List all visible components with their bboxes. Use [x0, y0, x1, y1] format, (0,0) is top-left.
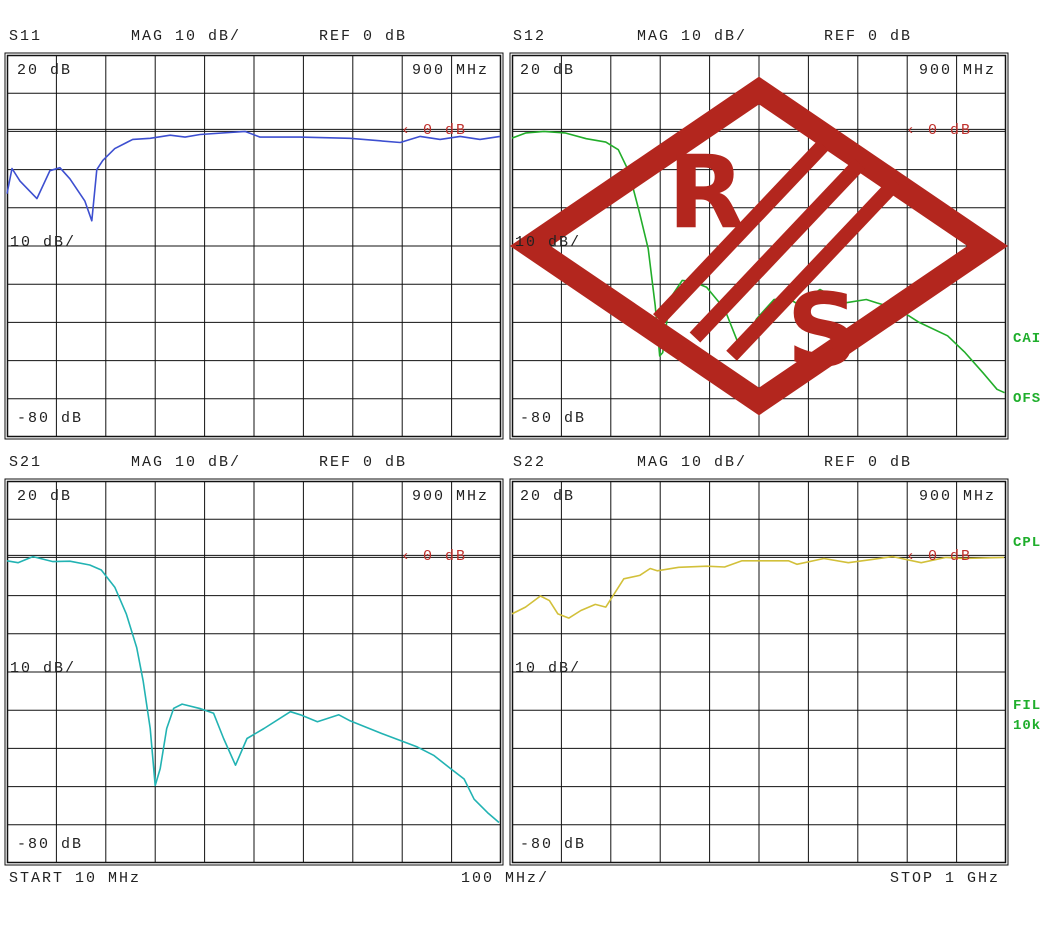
- top-scale-label: 20 dB: [17, 488, 73, 505]
- plot-panel-s11: 20 dB 900 MHz ‹ 0 dB 10 dB/ -80 dB: [4, 52, 504, 440]
- ref-marker: ‹ 0 dB: [401, 548, 468, 565]
- filter-status-label: FIL: [1013, 698, 1042, 714]
- plot-area-s22: [509, 478, 1009, 866]
- plot-border-inner: [4, 478, 504, 866]
- svg-text:S: S: [786, 272, 858, 389]
- filter-bandwidth-label: 10k: [1013, 718, 1042, 734]
- plot-border-outer: [6, 54, 502, 438]
- plot-area-s11: [4, 52, 504, 440]
- ref-label-s12: REF 0 dB: [824, 28, 913, 45]
- plot-panel-s22: 20 dB 900 MHz ‹ 0 dB 10 dB/ -80 dB: [509, 478, 1009, 866]
- plot-border-inner: [509, 478, 1009, 866]
- format-label-s11: MAG 10 dB/: [131, 28, 242, 45]
- trace-s11: [6, 130, 501, 222]
- start-frequency: START 10 MHz: [9, 870, 142, 887]
- ref-arrow-icon: ‹: [401, 122, 424, 139]
- param-label-s22: S22: [513, 454, 547, 471]
- ref-marker: ‹ 0 dB: [906, 548, 973, 565]
- plot-border-inner: [4, 52, 504, 440]
- top-scale-label: 20 dB: [520, 488, 576, 505]
- marker-frequency: 900 MHz: [411, 488, 489, 505]
- top-scale-label: 20 dB: [520, 62, 576, 79]
- top-scale-label: 20 dB: [17, 62, 73, 79]
- ref-marker: ‹ 0 dB: [906, 122, 973, 139]
- ref-arrow-icon: ‹: [906, 122, 929, 139]
- bottom-scale-label: -80 dB: [17, 410, 84, 427]
- stop-frequency: STOP 1 GHz: [890, 870, 1001, 887]
- scale-per-div-label: 10 dB/: [515, 234, 582, 251]
- trace-s21: [6, 555, 500, 824]
- plot-border-outer: [6, 480, 502, 864]
- plot-panel-s12: 20 dB 900 MHz R S ‹ 0 dB 10 dB/ -80 dB: [509, 52, 1009, 440]
- frequency-per-div: 100 MHz/: [461, 870, 550, 887]
- trace-s22: [511, 555, 1005, 619]
- ref-label-s11: REF 0 dB: [319, 28, 408, 45]
- plot-border-outer: [511, 480, 1007, 864]
- cal-status-label: CAI: [1013, 331, 1042, 347]
- format-label-s12: MAG 10 dB/: [637, 28, 748, 45]
- plot-area-s21: [4, 478, 504, 866]
- svg-text:R: R: [668, 135, 745, 252]
- scale-per-div-label: 10 dB/: [515, 660, 582, 677]
- trace-s12: [511, 130, 1005, 394]
- rohde-schwarz-logo: R S: [509, 76, 1009, 416]
- ref-arrow-icon: ‹: [906, 548, 929, 565]
- format-label-s22: MAG 10 dB/: [637, 454, 748, 471]
- ref-label-s21: REF 0 dB: [319, 454, 408, 471]
- plot-panel-s21: 20 dB 900 MHz ‹ 0 dB 10 dB/ -80 dB: [4, 478, 504, 866]
- param-label-s11: S11: [9, 28, 43, 45]
- ref-marker: ‹ 0 dB: [401, 122, 468, 139]
- marker-frequency: 900 MHz: [411, 62, 489, 79]
- coupled-status-label: CPL: [1013, 535, 1042, 551]
- bottom-scale-label: -80 dB: [520, 836, 587, 853]
- scale-per-div-label: 10 dB/: [10, 660, 77, 677]
- format-label-s21: MAG 10 dB/: [131, 454, 242, 471]
- marker-frequency: 900 MHz: [918, 488, 996, 505]
- param-label-s21: S21: [9, 454, 43, 471]
- marker-frequency: 900 MHz: [918, 62, 996, 79]
- offset-status-label: OFS: [1013, 391, 1042, 407]
- ref-label-s22: REF 0 dB: [824, 454, 913, 471]
- ref-arrow-icon: ‹: [401, 548, 424, 565]
- bottom-scale-label: -80 dB: [17, 836, 84, 853]
- param-label-s12: S12: [513, 28, 547, 45]
- bottom-scale-label: -80 dB: [520, 410, 587, 427]
- scale-per-div-label: 10 dB/: [10, 234, 77, 251]
